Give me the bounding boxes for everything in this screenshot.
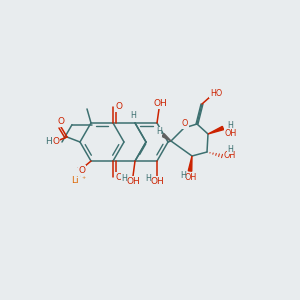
Text: ⁻: ⁻	[76, 165, 80, 174]
Text: H: H	[145, 174, 151, 183]
Text: OH: OH	[185, 172, 197, 182]
Text: H: H	[227, 122, 233, 130]
Text: H: H	[130, 111, 136, 120]
Text: H: H	[156, 128, 162, 136]
Text: ⁺: ⁺	[81, 175, 85, 184]
Text: Li: Li	[71, 176, 79, 184]
Polygon shape	[162, 134, 171, 141]
Text: OH: OH	[225, 128, 237, 137]
Text: H: H	[227, 145, 233, 154]
Text: HO: HO	[210, 88, 222, 98]
Text: O: O	[58, 118, 64, 127]
Polygon shape	[188, 156, 192, 171]
Polygon shape	[208, 126, 224, 134]
Text: H: H	[180, 170, 186, 179]
Text: O: O	[52, 137, 59, 146]
Text: O: O	[116, 102, 122, 111]
Text: OH: OH	[224, 152, 236, 160]
Text: OH: OH	[150, 177, 164, 186]
Text: OH: OH	[153, 99, 167, 108]
Text: H: H	[46, 136, 52, 146]
Text: O: O	[182, 119, 188, 128]
Text: O: O	[116, 172, 122, 182]
Text: H: H	[121, 174, 127, 183]
Text: O: O	[79, 166, 86, 175]
Text: OH: OH	[126, 177, 140, 186]
